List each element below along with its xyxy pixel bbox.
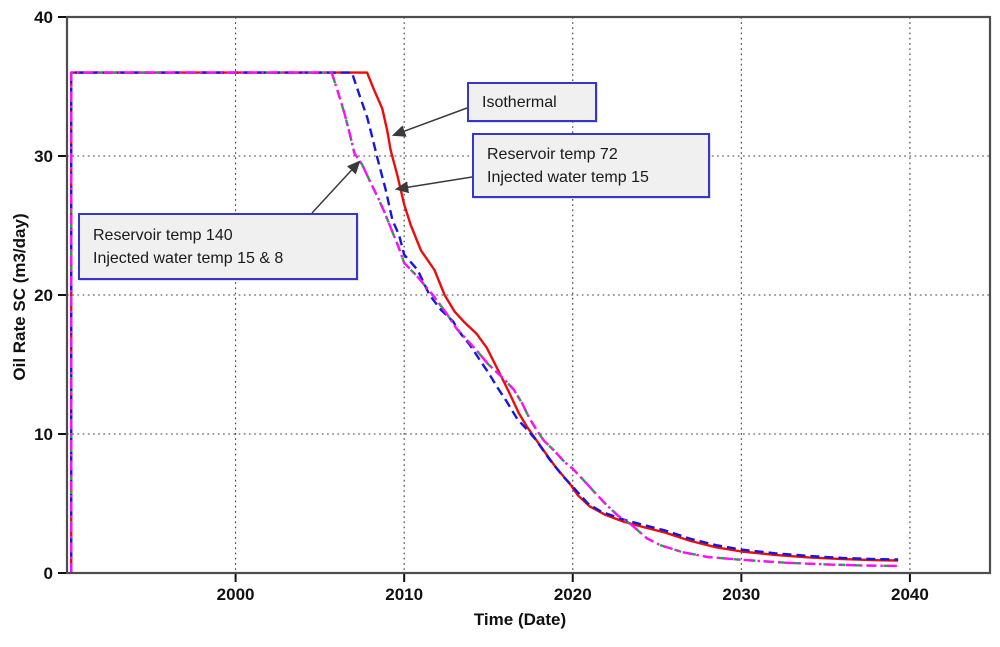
annotation-isothermal: Isothermal	[467, 82, 597, 122]
annotation-reservoir-72: Reservoir temp 72 Injected water temp 15	[472, 133, 710, 198]
svg-text:2010: 2010	[385, 585, 423, 604]
annotation-reservoir-140-line2: Injected water temp 15 & 8	[93, 249, 284, 267]
data-series	[69, 71, 899, 573]
x-axis-title: Time (Date)	[473, 610, 567, 629]
svg-text:0: 0	[44, 564, 53, 583]
svg-text:30: 30	[34, 147, 53, 166]
gridlines	[67, 17, 990, 573]
svg-text:2020: 2020	[554, 585, 592, 604]
annotation-arrows	[311, 107, 473, 214]
svg-text:20: 20	[34, 286, 53, 305]
annotation-reservoir-140-line1: Reservoir temp 140	[93, 226, 233, 244]
annotation-reservoir-140: Reservoir temp 140 Injected water temp 1…	[78, 213, 358, 280]
svg-text:2030: 2030	[722, 585, 760, 604]
svg-text:2000: 2000	[217, 585, 255, 604]
svg-text:2040: 2040	[891, 585, 929, 604]
svg-text:10: 10	[34, 425, 53, 444]
annotation-isothermal-label: Isothermal	[482, 93, 557, 111]
annotation-reservoir-72-line1: Reservoir temp 72	[487, 145, 618, 163]
svg-text:40: 40	[34, 8, 53, 27]
plot-frame	[65, 15, 992, 575]
y-axis-title: Oil Rate SC (m3/day)	[10, 213, 29, 381]
annotation-reservoir-72-line2: Injected water temp 15	[487, 168, 649, 186]
